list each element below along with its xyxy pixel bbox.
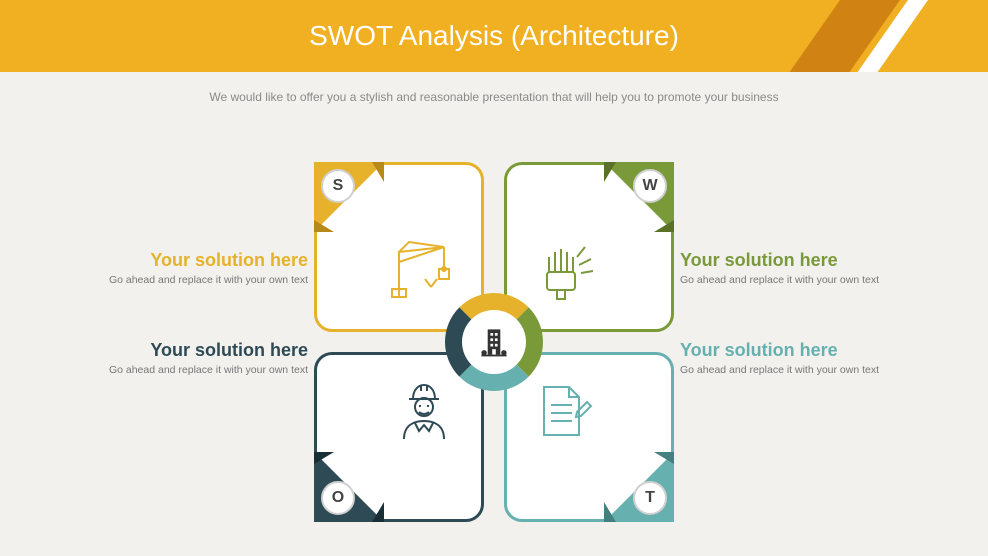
center-ring bbox=[439, 287, 549, 397]
label-o-heading: Your solution here bbox=[78, 340, 308, 361]
badge-o: O bbox=[321, 481, 355, 515]
label-opportunities: Your solution here Go ahead and replace … bbox=[78, 340, 308, 376]
label-s-sub: Go ahead and replace it with your own te… bbox=[78, 274, 308, 286]
badge-s: S bbox=[321, 169, 355, 203]
label-w-sub: Go ahead and replace it with your own te… bbox=[680, 274, 910, 286]
header: SWOT Analysis (Architecture) bbox=[0, 0, 988, 72]
label-threats: Your solution here Go ahead and replace … bbox=[680, 340, 910, 376]
label-strengths: Your solution here Go ahead and replace … bbox=[78, 250, 308, 286]
label-o-sub: Go ahead and replace it with your own te… bbox=[78, 364, 308, 376]
label-s-heading: Your solution here bbox=[78, 250, 308, 271]
label-t-sub: Go ahead and replace it with your own te… bbox=[680, 364, 910, 376]
subtitle: We would like to offer you a stylish and… bbox=[0, 90, 988, 104]
label-weaknesses: Your solution here Go ahead and replace … bbox=[680, 250, 910, 286]
badge-w: W bbox=[633, 169, 667, 203]
label-w-heading: Your solution here bbox=[680, 250, 910, 271]
swot-diagram: S W O bbox=[314, 162, 674, 522]
title-bold: SWOT Analysis bbox=[309, 20, 503, 51]
building-icon bbox=[462, 310, 526, 374]
badge-t: T bbox=[633, 481, 667, 515]
title-light: (Architecture) bbox=[511, 20, 679, 51]
page-title: SWOT Analysis (Architecture) bbox=[0, 20, 988, 52]
label-t-heading: Your solution here bbox=[680, 340, 910, 361]
